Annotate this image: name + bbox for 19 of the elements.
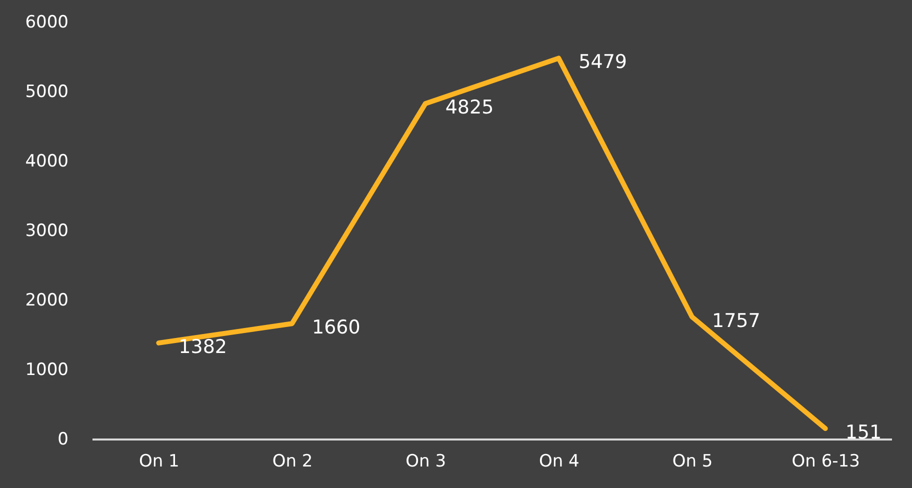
x-tick-label: On 2	[272, 452, 313, 472]
x-tick-label: On 3	[406, 452, 446, 472]
data-label: 4825	[445, 96, 494, 119]
x-tick-label: On 5	[672, 452, 713, 472]
y-tick-label: 6000	[25, 12, 68, 32]
data-label: 1757	[712, 310, 760, 332]
data-label: 1382	[178, 336, 228, 358]
x-tick-label: On 6-13	[792, 452, 860, 472]
x-tick-label: On 4	[538, 452, 580, 472]
data-label: 151	[845, 422, 882, 444]
data-label: 5479	[578, 51, 628, 74]
y-tick-label: 5000	[25, 82, 68, 102]
x-tick-label: On 1	[138, 452, 180, 472]
y-tick-label: 1000	[25, 360, 68, 380]
y-tick-label: 2000	[25, 290, 68, 310]
data-label: 1660	[312, 316, 360, 339]
y-tick-label: 3000	[25, 221, 68, 241]
y-tick-label: 0	[58, 430, 68, 450]
y-tick-label: 4000	[25, 152, 68, 172]
